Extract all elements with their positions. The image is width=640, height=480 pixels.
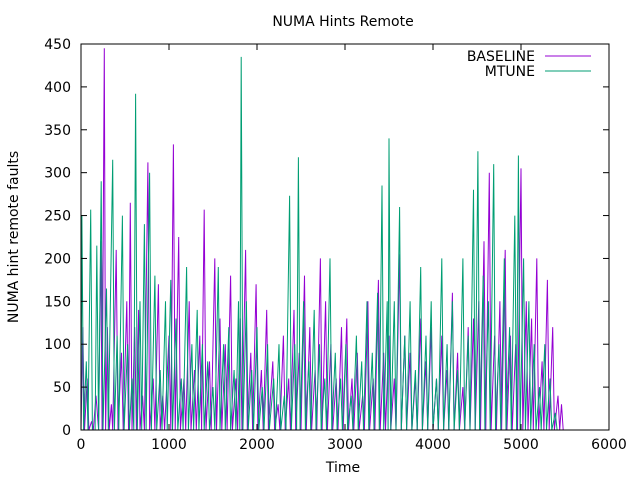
y-axis: 0 50 100 150 200 250 300 350 400 450 [44, 37, 609, 439]
y-tick-label: 200 [44, 251, 71, 267]
y-tick-label: 100 [44, 337, 71, 353]
y-tick-label: 0 [62, 423, 71, 439]
x-axis: 0 1000 2000 3000 4000 5000 6000 [77, 44, 627, 453]
legend-label-baseline: BASELINE [467, 49, 535, 65]
legend-label-mtune: MTUNE [485, 64, 535, 80]
y-tick-label: 150 [44, 294, 71, 310]
x-tick-label: 6000 [591, 437, 627, 453]
x-tick-label: 4000 [415, 437, 451, 453]
y-tick-label: 300 [44, 166, 71, 182]
y-axis-label: NUMA hint remote faults [6, 151, 22, 323]
x-tick-label: 2000 [239, 437, 275, 453]
series-line-mtune [80, 56, 558, 431]
x-tick-label: 0 [77, 437, 86, 453]
y-tick-label: 250 [44, 209, 71, 225]
y-tick-label: 50 [53, 380, 71, 396]
x-axis-label: Time [325, 460, 360, 476]
x-tick-label: 3000 [327, 437, 363, 453]
y-tick-label: 350 [44, 123, 71, 139]
chart-title: NUMA Hints Remote [272, 14, 413, 30]
x-tick-label: 1000 [151, 437, 187, 453]
x-tick-label: 5000 [503, 437, 539, 453]
plot-area [80, 48, 564, 431]
y-tick-label: 400 [44, 80, 71, 96]
y-tick-label: 450 [44, 37, 71, 53]
